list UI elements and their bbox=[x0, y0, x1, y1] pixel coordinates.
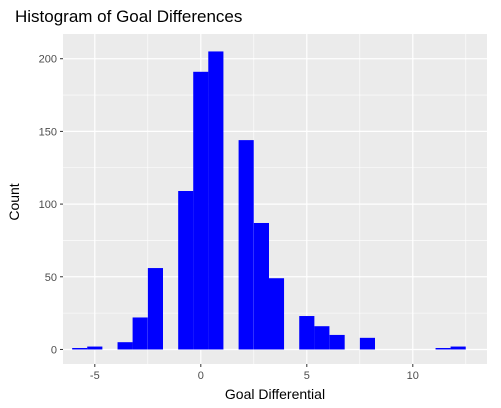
histogram-bar bbox=[147, 268, 164, 350]
minor-gridlines bbox=[63, 34, 487, 364]
x-tick-label: 10 bbox=[407, 370, 419, 382]
y-tick-label: 200 bbox=[39, 54, 57, 66]
histogram-bar bbox=[435, 348, 451, 350]
histogram-bar bbox=[132, 317, 148, 350]
x-tick-label: -5 bbox=[90, 370, 100, 382]
histogram-bar bbox=[208, 51, 224, 350]
histogram-bar bbox=[299, 316, 315, 350]
y-axis-title: Count bbox=[6, 183, 22, 220]
histogram-bar bbox=[450, 346, 466, 350]
histogram-bar bbox=[329, 334, 345, 350]
histogram-bar bbox=[238, 140, 254, 350]
x-tick-label: 5 bbox=[304, 370, 310, 382]
y-tick-label: 100 bbox=[39, 199, 57, 211]
y-tick-label: 50 bbox=[45, 272, 57, 284]
histogram-bar bbox=[314, 326, 330, 350]
histogram-bar bbox=[87, 346, 103, 350]
y-tick-label: 150 bbox=[39, 126, 57, 138]
histogram-bar bbox=[193, 71, 209, 350]
axis-ticks bbox=[60, 58, 414, 367]
histogram-bar bbox=[359, 337, 376, 350]
histogram-bar bbox=[268, 278, 285, 350]
histogram-bar bbox=[117, 342, 133, 350]
histogram-bar bbox=[253, 222, 270, 350]
x-tick-label: 0 bbox=[198, 370, 204, 382]
x-axis-title: Goal Differential bbox=[225, 386, 325, 402]
histogram-bar bbox=[72, 348, 88, 350]
histogram-bar bbox=[178, 191, 194, 350]
chart-title: Histogram of Goal Differences bbox=[15, 7, 242, 26]
y-tick-label: 0 bbox=[51, 344, 57, 356]
histogram-bars bbox=[72, 51, 466, 350]
